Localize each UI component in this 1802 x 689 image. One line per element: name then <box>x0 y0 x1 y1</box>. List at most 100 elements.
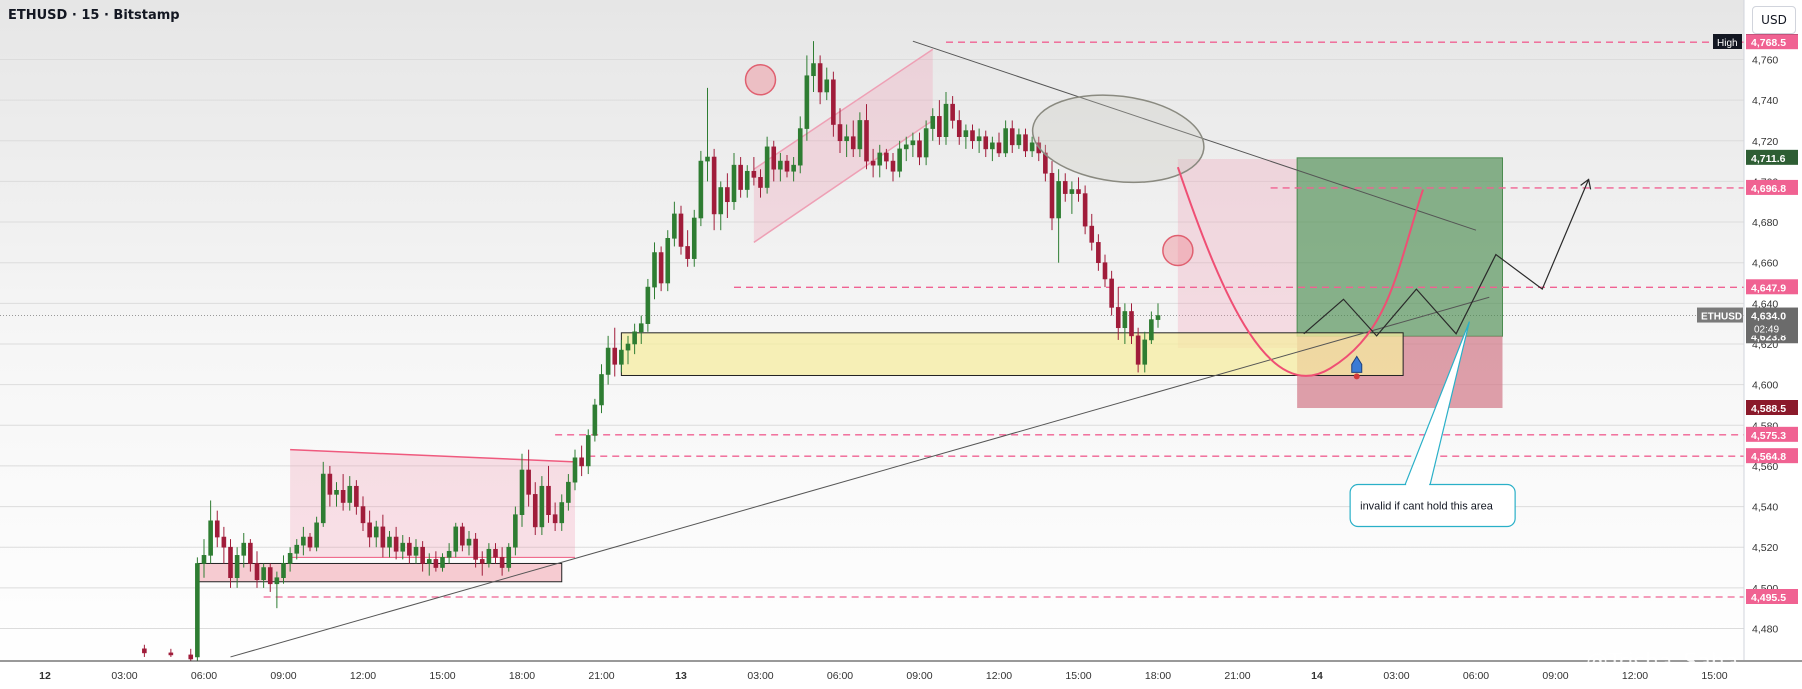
candle-body <box>632 331 637 345</box>
candle-body <box>1155 315 1161 320</box>
candle-bear <box>327 465 333 507</box>
candle-body <box>937 116 942 138</box>
candle-bull <box>519 453 525 527</box>
candle-bear <box>1009 120 1015 153</box>
price-axis[interactable]: 4,4804,5004,5204,5404,5604,5804,6004,620… <box>1697 0 1802 689</box>
time-axis[interactable]: 12 03:00 06:00 09:00 12:00 15:00 18:00 21:00 13 0… <box>0 660 1802 689</box>
candle-body <box>976 136 982 142</box>
candle-bear <box>228 539 233 588</box>
candle-body <box>1142 339 1148 365</box>
candle-body <box>393 536 399 552</box>
candle-bear <box>473 532 478 568</box>
candle-bear <box>996 132 1002 158</box>
candle-bull <box>281 555 286 584</box>
candle-bear <box>678 205 684 255</box>
candle-body <box>758 177 763 188</box>
candle-body <box>950 103 955 121</box>
candle-body <box>241 542 247 556</box>
candle-bull <box>413 539 419 564</box>
drawings-layer: invalid if cant hold this area <box>744 64 1592 528</box>
candle-bear <box>1043 144 1048 182</box>
candle-bear <box>1102 254 1108 288</box>
candle-body <box>698 160 704 219</box>
candle-bear <box>188 648 194 662</box>
candle-body <box>440 557 445 568</box>
candle-bull <box>976 128 982 153</box>
candle-bull <box>824 67 830 101</box>
candle-body <box>281 563 286 578</box>
candle-body <box>546 485 551 515</box>
currency-button[interactable]: USD <box>1752 6 1796 34</box>
candle-body <box>1009 128 1015 146</box>
rocket-icon <box>1351 355 1363 373</box>
candle-body <box>870 160 876 166</box>
candle-body <box>857 120 863 150</box>
candle-body <box>254 563 260 581</box>
candle-body <box>473 538 478 560</box>
candle-body <box>897 148 902 172</box>
candle-bear <box>267 563 273 592</box>
time-tick-label: 12 <box>39 670 51 682</box>
price-tick-label: 4,740 <box>1752 95 1778 107</box>
candle-bear <box>393 526 399 560</box>
zones-layer <box>196 48 1503 583</box>
candle-bull <box>943 91 949 145</box>
candle-bull <box>990 136 995 162</box>
candle-bull <box>301 526 306 556</box>
candle-body <box>658 252 664 284</box>
candle-body <box>1056 181 1061 219</box>
price-tick-label: 4,640 <box>1752 298 1778 310</box>
candle-bull <box>572 449 578 491</box>
price-label-level <box>1746 279 1798 295</box>
candle-body <box>1003 128 1008 154</box>
candle-body <box>380 526 386 548</box>
candle-body <box>367 522 372 538</box>
candle-body <box>791 164 796 172</box>
candle-bull <box>373 520 379 548</box>
candle-body <box>1115 307 1121 329</box>
candle-bull <box>513 506 518 556</box>
candle-body <box>1149 319 1154 341</box>
candle-bull <box>718 181 724 231</box>
time-tick-label: 14 <box>1311 670 1323 682</box>
candle-body <box>1023 134 1028 152</box>
candle-bull <box>791 157 796 182</box>
candle-bull <box>400 535 406 560</box>
price-label-level <box>1746 448 1798 464</box>
candle-body <box>506 546 512 568</box>
candle-bull <box>539 476 545 536</box>
rising-channel <box>753 49 933 243</box>
price-label-level <box>1746 426 1798 442</box>
consolidation-triangle <box>290 449 575 558</box>
candle-body <box>685 246 690 259</box>
candle-body <box>248 542 253 564</box>
wick-circle <box>1162 234 1194 267</box>
candle-body <box>678 213 684 247</box>
time-tick-label: 06:00 <box>827 670 853 682</box>
candle-body <box>850 136 856 150</box>
candle-bull <box>1003 120 1008 158</box>
candle-body <box>446 550 452 558</box>
candle-bear <box>937 100 942 145</box>
candle-body <box>844 136 849 142</box>
candle-body <box>267 567 273 585</box>
candle-bear <box>771 140 777 182</box>
candle-bull <box>440 553 445 572</box>
price-label-text: 4,696.8 <box>1751 183 1786 195</box>
candle-body <box>1062 181 1068 194</box>
candle-bull <box>877 144 883 178</box>
candle-body <box>294 544 300 554</box>
candle-bear <box>493 543 498 564</box>
candle-body <box>493 548 498 558</box>
candle-body <box>559 502 565 524</box>
price-tick-label: 4,680 <box>1752 217 1778 229</box>
time-tick-label: 15:00 <box>1701 670 1727 682</box>
candle-body <box>599 374 604 406</box>
candle-body <box>221 536 227 548</box>
time-tick-label: 15:00 <box>1065 670 1091 682</box>
candle-bear <box>433 551 439 572</box>
candle-body <box>201 555 207 564</box>
time-tick-label: 09:00 <box>906 670 932 682</box>
candle-body <box>824 79 830 93</box>
